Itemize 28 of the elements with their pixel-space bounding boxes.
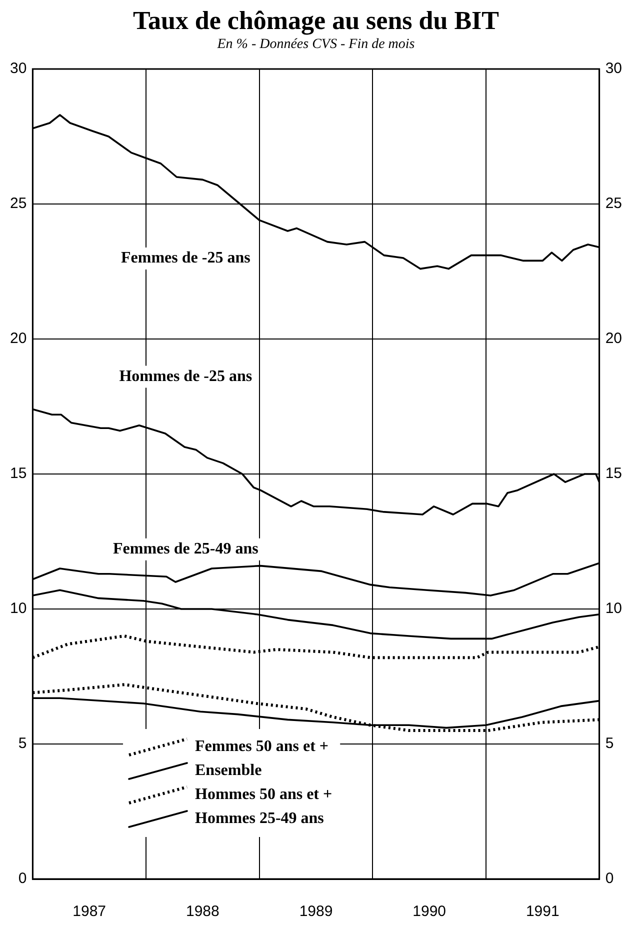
y2-tick-label: 30 bbox=[605, 60, 622, 78]
x-tick-label: 1988 bbox=[186, 903, 220, 920]
y2-tick-label: 0 bbox=[605, 870, 614, 888]
y2-tick-label: 5 bbox=[605, 735, 614, 752]
legend-label: Hommes 50 ans et + bbox=[195, 786, 332, 804]
x-tick-label: 1991 bbox=[526, 903, 560, 920]
y2-tick-label: 25 bbox=[605, 195, 622, 212]
legend-label: Hommes 25-49 ans bbox=[195, 810, 324, 828]
x-tick-label: 1990 bbox=[412, 903, 446, 920]
legend-label: Femmes 50 ans et + bbox=[195, 738, 329, 756]
y-tick-label: 25 bbox=[10, 195, 27, 212]
x-tick-label: 1989 bbox=[299, 903, 333, 920]
y-tick-label: 20 bbox=[10, 330, 27, 348]
annotation: Hommes de -25 ans bbox=[119, 368, 252, 385]
annotation: Femmes de -25 ans bbox=[121, 250, 250, 267]
y2-tick-label: 10 bbox=[605, 600, 622, 618]
chart-title: Taux de chômage au sens du BIT bbox=[132, 6, 500, 36]
y2-tick-label: 15 bbox=[605, 465, 622, 482]
legend-label: Ensemble bbox=[195, 762, 262, 780]
y-tick-label: 15 bbox=[10, 465, 27, 482]
y-tick-label: 0 bbox=[18, 870, 27, 888]
y2-tick-label: 20 bbox=[605, 330, 622, 348]
y-tick-label: 5 bbox=[18, 735, 27, 752]
y-tick-label: 30 bbox=[10, 60, 27, 78]
annotation: Femmes de 25-49 ans bbox=[113, 540, 258, 558]
y-tick-label: 10 bbox=[10, 600, 27, 618]
chart-subtitle: En % - Données CVS - Fin de mois bbox=[216, 36, 416, 54]
x-tick-label: 1987 bbox=[72, 903, 106, 920]
